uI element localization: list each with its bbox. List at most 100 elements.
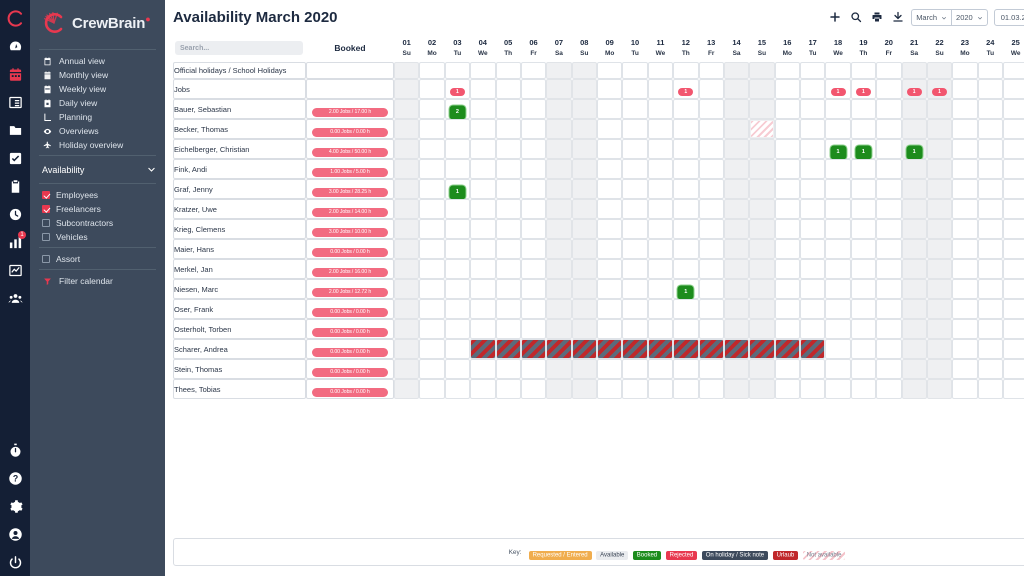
day-cell-01[interactable] — [394, 179, 420, 199]
day-cell-holiday-14[interactable] — [723, 339, 750, 359]
day-cell-01[interactable] — [394, 99, 420, 119]
day-cell-23[interactable] — [952, 259, 978, 279]
day-cell-23[interactable] — [952, 179, 978, 199]
day-cell-07[interactable] — [546, 99, 572, 119]
day-cell-25[interactable] — [1003, 339, 1024, 359]
day-cell-22[interactable] — [926, 199, 953, 219]
day-cell-23[interactable] — [952, 199, 978, 219]
day-cell-19[interactable] — [850, 359, 877, 379]
day-cell-16[interactable] — [774, 219, 800, 239]
day-cell-02[interactable] — [419, 339, 445, 359]
row-label[interactable]: Jobs — [173, 79, 306, 99]
day-cell-05[interactable] — [495, 319, 521, 339]
column-header-day-10[interactable]: 10 Tu — [630, 37, 640, 57]
job-chip[interactable]: 1 — [449, 88, 465, 96]
day-cell-08[interactable] — [571, 119, 597, 139]
day-cell-12[interactable] — [673, 179, 699, 199]
clipboard-icon[interactable] — [0, 172, 30, 200]
day-cell-21[interactable] — [901, 299, 927, 319]
day-cell-16[interactable] — [774, 259, 800, 279]
table-row[interactable]: Oser, Frank 0.00 Jobs / 0.00 h — [173, 299, 1024, 319]
day-cell-20[interactable] — [876, 319, 902, 339]
day-cell-03[interactable] — [444, 219, 471, 239]
day-cell-05[interactable] — [495, 99, 521, 119]
day-cell-06[interactable] — [520, 62, 547, 79]
day-cell-20[interactable] — [876, 159, 902, 179]
column-header-day-06[interactable]: 06 Fr — [529, 37, 538, 57]
day-cell-24[interactable] — [977, 299, 1003, 319]
search-icon[interactable] — [848, 10, 863, 25]
user-icon[interactable] — [0, 520, 30, 548]
day-cell-08[interactable] — [571, 299, 597, 319]
day-cell-18[interactable] — [825, 259, 851, 279]
day-cell-03[interactable] — [444, 279, 471, 299]
day-cell-16[interactable] — [774, 79, 800, 99]
day-cell-13[interactable] — [698, 179, 724, 199]
day-cell-05[interactable] — [495, 359, 521, 379]
day-cell-15[interactable] — [749, 79, 775, 99]
day-cell-21[interactable] — [901, 199, 927, 219]
day-cell-07[interactable] — [546, 119, 572, 139]
day-cell-23[interactable] — [952, 339, 978, 359]
day-cell-10[interactable] — [622, 159, 648, 179]
day-cell-12[interactable] — [673, 299, 699, 319]
day-cell-04[interactable] — [470, 79, 496, 99]
chevron-down-icon[interactable] — [147, 165, 156, 176]
day-cell-21[interactable] — [901, 239, 927, 259]
booked-chip[interactable]: 1 — [679, 287, 693, 298]
day-cell-01[interactable] — [394, 139, 420, 159]
day-cell-14[interactable] — [723, 319, 750, 339]
day-cell-23[interactable] — [952, 359, 978, 379]
power-icon[interactable] — [0, 548, 30, 576]
day-cell-06[interactable] — [520, 179, 547, 199]
day-cell-12[interactable] — [673, 119, 699, 139]
column-header-day-03[interactable]: 03 Tu — [453, 37, 462, 57]
analytics-icon[interactable] — [0, 256, 30, 284]
day-cell-holiday-06[interactable] — [520, 339, 547, 359]
day-cell-06[interactable] — [520, 219, 547, 239]
day-cell-13[interactable] — [698, 99, 724, 119]
column-header-day-18[interactable]: 18 We — [833, 37, 843, 57]
sidebar-item-daily-view[interactable]: Daily view — [39, 96, 156, 110]
day-cell-16[interactable] — [774, 359, 800, 379]
day-cell-holiday-04[interactable] — [470, 339, 496, 359]
day-cell-16[interactable] — [774, 379, 800, 399]
day-cell-14[interactable] — [723, 259, 750, 279]
day-cell-16[interactable] — [774, 299, 800, 319]
row-label[interactable]: Stein, Thomas — [173, 359, 306, 379]
day-cell-25[interactable] — [1003, 359, 1024, 379]
day-cell-14[interactable] — [723, 359, 750, 379]
table-row[interactable]: Eichelberger, Christian 4.00 Jobs / 50.00… — [173, 139, 1024, 159]
day-cell-20[interactable] — [876, 179, 902, 199]
day-cell-04[interactable] — [470, 159, 496, 179]
day-cell-15[interactable] — [749, 239, 775, 259]
day-cell-02[interactable] — [419, 159, 445, 179]
day-cell-01[interactable] — [394, 279, 420, 299]
day-cell-15[interactable] — [749, 279, 775, 299]
day-cell-holiday-15[interactable] — [749, 339, 775, 359]
row-label[interactable]: Eichelberger, Christian — [173, 139, 306, 159]
day-cell-19[interactable] — [850, 239, 877, 259]
day-cell-15[interactable] — [749, 379, 775, 399]
day-cell-06[interactable] — [520, 79, 547, 99]
day-cell-23[interactable] — [952, 62, 978, 79]
day-cell-18[interactable] — [825, 279, 851, 299]
day-cell-24[interactable] — [977, 99, 1003, 119]
day-cell-07[interactable] — [546, 319, 572, 339]
day-cell-11[interactable] — [647, 219, 674, 239]
day-cell-08[interactable] — [571, 239, 597, 259]
day-cell-job-18[interactable]: 1 — [825, 79, 851, 99]
row-label[interactable]: Official holidays / School Holidays — [173, 62, 306, 79]
day-cell-25[interactable] — [1003, 62, 1024, 79]
day-cell-15[interactable] — [749, 219, 775, 239]
day-cell-16[interactable] — [774, 159, 800, 179]
day-cell-04[interactable] — [470, 199, 496, 219]
day-cell-02[interactable] — [419, 119, 445, 139]
booked-chip[interactable]: 1 — [907, 147, 921, 158]
day-cell-15[interactable] — [749, 159, 775, 179]
day-cell-16[interactable] — [774, 99, 800, 119]
table-row[interactable]: Jobs1111111111 — [173, 79, 1024, 99]
day-cell-20[interactable] — [876, 239, 902, 259]
day-cell-02[interactable] — [419, 259, 445, 279]
